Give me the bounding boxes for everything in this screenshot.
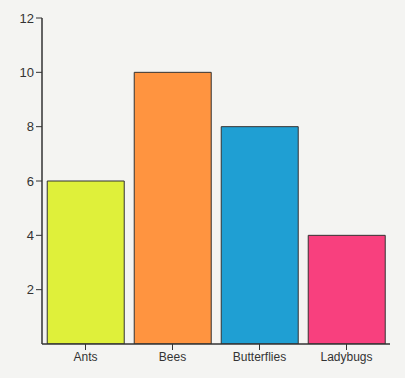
svg-text:Butterflies: Butterflies — [233, 350, 286, 364]
svg-text:2: 2 — [27, 282, 34, 297]
svg-text:4: 4 — [27, 228, 34, 243]
svg-text:Ladybugs: Ladybugs — [320, 350, 372, 364]
svg-text:12: 12 — [20, 11, 34, 26]
svg-text:Ants: Ants — [73, 350, 97, 364]
svg-text:6: 6 — [27, 174, 34, 189]
svg-text:10: 10 — [20, 65, 34, 80]
svg-text:Bees: Bees — [159, 350, 186, 364]
svg-text:8: 8 — [27, 119, 34, 134]
